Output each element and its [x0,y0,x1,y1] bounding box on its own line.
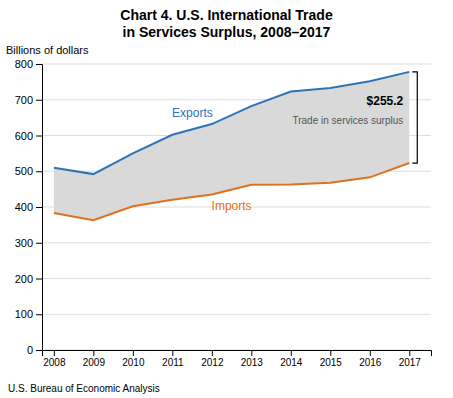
x-tick-mark [133,350,134,356]
y-tick-mark [36,243,42,244]
y-tick: 200 [15,273,42,285]
x-tick-mark [54,350,55,356]
y-tick: 100 [15,308,42,320]
y-tick-mark [36,171,42,172]
x-tick-label: 2013 [241,357,264,368]
x-tick-label: 2014 [280,357,303,368]
texts: Exports Imports $255.2 Trade in services su… [172,94,404,213]
y-axis: 0 100 200 300 400 500 600 700 800 [15,58,43,356]
y-tick-mark [36,136,42,137]
x-tick-label: 2016 [359,357,382,368]
surplus-area [54,72,409,220]
grid-line [42,64,431,65]
x-tick-mark [93,350,94,356]
y-tick-mark [36,207,42,208]
x-tick-mark [251,350,252,356]
y-tick: 600 [15,130,42,142]
plot-area: 0 100 200 300 400 500 600 700 800 2008 2009 2010 201… [15,58,432,368]
y-tick-label: 400 [15,201,33,213]
series-line [54,72,409,174]
chart: 0 100 200 300 400 500 600 700 800 2008 2009 2010 201… [0,0,453,398]
y-tick-label: 200 [15,273,33,285]
x-tick: 2008 [43,350,66,368]
y-tick-label: 800 [15,58,33,70]
grid-line [42,314,431,315]
y-tick-mark [36,279,42,280]
grid-line [42,242,431,243]
x-tick-label: 2011 [162,357,184,368]
x-tick-mark [330,350,331,356]
y-tick-label: 0 [27,344,33,356]
y-tick-label: 600 [15,130,33,142]
y-tick-label: 300 [15,237,33,249]
bracket-line [412,72,417,163]
x-tick-mark [370,350,371,356]
y-tick-mark [36,350,42,351]
title: Chart 4. U.S. International Trade [120,7,333,23]
x-tick-label: 2008 [43,357,66,368]
y-tick-label: 700 [15,94,33,106]
grid [42,64,431,350]
annotation: Trade in services surplus [292,115,403,126]
x-tick: 2014 [280,350,303,368]
x-tick-mark [212,350,213,356]
y-tick-label: 500 [15,165,33,177]
x-tick: 2011 [162,350,184,368]
data [54,72,409,220]
x-tick: 2015 [320,350,343,368]
x-tick: 2010 [122,350,145,368]
y-tick-mark [36,100,42,101]
y-tick: 300 [15,237,42,249]
series-label: Imports [212,199,252,213]
y-axis-line [36,65,43,351]
series-line [54,163,409,220]
y-tick: 400 [15,201,42,213]
y-tick: 700 [15,94,42,106]
bracket [412,72,417,163]
x-tick-mark [172,350,173,356]
x-axis-line [43,351,432,357]
x-tick: 2016 [359,350,382,368]
x-tick-mark [409,350,410,356]
y-tick-label: 100 [15,308,33,320]
x-tick-mark [291,350,292,356]
series-label: Exports [172,106,213,120]
subtitle: in Services Surplus, 2008–2017 [123,24,331,40]
x-axis: 2008 2009 2010 2011 2012 2013 2014 2015 2016 2017 [43,350,432,368]
x-tick-label: 2017 [399,357,422,368]
y-tick: 800 [15,58,42,70]
y-tick-mark [36,314,42,315]
x-tick-label: 2010 [122,357,145,368]
x-tick-label: 2012 [201,357,224,368]
annotation: $255.2 [367,94,404,108]
y-tick-mark [36,64,42,65]
x-tick: 2017 [399,350,422,368]
x-tick-label: 2015 [320,357,343,368]
y-tick: 0 [27,344,42,356]
y-axis-label: Billions of dollars [6,44,89,56]
x-tick: 2012 [201,350,224,368]
source: U.S. Bureau of Economic Analysis [8,383,160,394]
grid-line [42,278,431,279]
x-tick-label: 2009 [83,357,106,368]
x-tick: 2013 [241,350,264,368]
x-tick: 2009 [83,350,106,368]
y-tick: 500 [15,165,42,177]
